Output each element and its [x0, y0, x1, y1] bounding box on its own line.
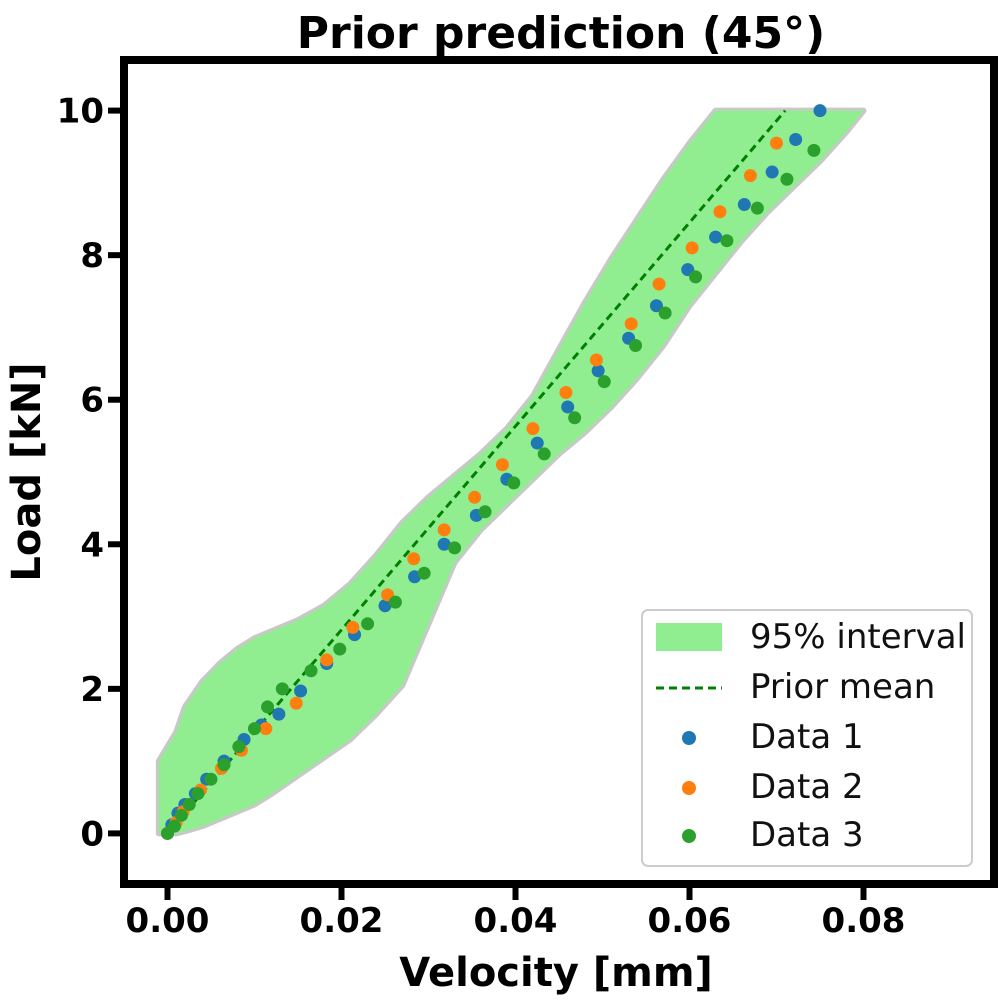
- data-3-point: [304, 664, 318, 678]
- data-1-point: [294, 684, 308, 698]
- data-2-point: [437, 523, 451, 537]
- data-3-point: [333, 642, 347, 656]
- legend-swatch-interval: [656, 623, 722, 651]
- y-tick-label: 0: [80, 814, 104, 854]
- data-2-point: [468, 490, 482, 504]
- data-2-point: [743, 169, 757, 183]
- data-3-point: [167, 819, 181, 833]
- x-axis-label: Velocity [mm]: [399, 950, 713, 996]
- data-3-point: [629, 339, 643, 353]
- y-tick-label: 6: [80, 381, 104, 421]
- data-3-point: [478, 505, 492, 519]
- y-tick-label: 2: [80, 670, 104, 710]
- data-2-point: [407, 552, 421, 566]
- legend-marker-data-2: [682, 781, 696, 795]
- data-1-point: [561, 400, 575, 414]
- data-2-point: [652, 277, 666, 291]
- x-axis-ticks: 0.00 0.02 0.04 0.06 0.08: [126, 888, 906, 941]
- legend-label-interval: 95% interval: [750, 617, 966, 657]
- data-2-point: [259, 722, 273, 736]
- y-tick-label: 10: [57, 92, 104, 132]
- data-3-point: [261, 700, 275, 714]
- y-axis-label: Load [kN]: [4, 362, 50, 581]
- data-3-point: [568, 411, 582, 425]
- legend: 95% interval Prior mean Data 1 Data 2 Da…: [641, 609, 973, 867]
- data-2-point: [526, 422, 540, 436]
- data-3-point: [658, 306, 672, 320]
- legend-box: [641, 609, 973, 867]
- data-3-point: [232, 740, 246, 754]
- data-1-point: [765, 165, 779, 179]
- data-2-point: [559, 385, 573, 399]
- data-3-point: [720, 234, 734, 248]
- x-tick-label: 0.02: [300, 901, 384, 941]
- data-1-point: [789, 133, 803, 147]
- data-2-point: [713, 205, 727, 219]
- data-1-point: [813, 104, 827, 118]
- legend-marker-data-3: [682, 829, 696, 843]
- data-3-point: [448, 541, 462, 555]
- data-3-point: [780, 172, 794, 186]
- data-3-point: [248, 722, 261, 736]
- y-axis-ticks: 0 2 4 6 8 10: [57, 92, 120, 854]
- data-3-point: [417, 566, 431, 580]
- data-2-point: [589, 353, 603, 367]
- data-1-point: [591, 364, 605, 378]
- data-3-point: [275, 682, 289, 696]
- plot-frame: [120, 56, 998, 888]
- data-1-point: [437, 537, 451, 551]
- plot-area: [155, 104, 867, 840]
- data-2-point: [320, 653, 334, 667]
- data-1-point: [272, 707, 286, 721]
- legend-label-mean: Prior mean: [750, 667, 935, 707]
- data-3-point: [174, 808, 188, 822]
- data-3-point: [191, 787, 205, 801]
- data-3-point: [807, 143, 821, 157]
- x-tick-label: 0.08: [822, 901, 906, 941]
- data-1-point: [649, 299, 663, 313]
- data-2-point: [624, 317, 638, 331]
- legend-label-data-3: Data 3: [750, 815, 864, 855]
- data-3-point: [388, 595, 402, 609]
- data-2-point: [770, 136, 783, 150]
- data-1-point: [378, 599, 392, 613]
- data-1-point: [530, 436, 544, 450]
- data-3-point: [597, 375, 611, 389]
- chart-title: Prior prediction (45°): [297, 8, 825, 59]
- data-3-point: [507, 476, 521, 490]
- legend-label-data-1: Data 1: [750, 717, 864, 757]
- legend-label-data-2: Data 2: [750, 767, 864, 807]
- data-2-point: [289, 696, 303, 710]
- data-3-point: [689, 270, 703, 284]
- data-3-point: [204, 772, 218, 786]
- data-2-point: [495, 458, 509, 472]
- data-1-point: [737, 198, 751, 212]
- prior-mean-line: [166, 109, 787, 835]
- x-tick-label: 0.00: [126, 901, 210, 941]
- data-3-point: [361, 617, 375, 631]
- data-2-point: [685, 241, 699, 255]
- data-3-point: [537, 447, 551, 461]
- y-tick-label: 4: [80, 525, 104, 565]
- data-2-point: [346, 620, 360, 634]
- legend-marker-data-1: [682, 731, 696, 745]
- x-tick-label: 0.04: [474, 901, 558, 941]
- data-3-point: [217, 758, 231, 772]
- y-tick-label: 8: [80, 236, 104, 276]
- data-3-point: [182, 797, 196, 811]
- x-tick-label: 0.06: [648, 901, 732, 941]
- data-3-point: [750, 201, 764, 215]
- data-1-point: [709, 230, 723, 244]
- data-points: [161, 104, 827, 840]
